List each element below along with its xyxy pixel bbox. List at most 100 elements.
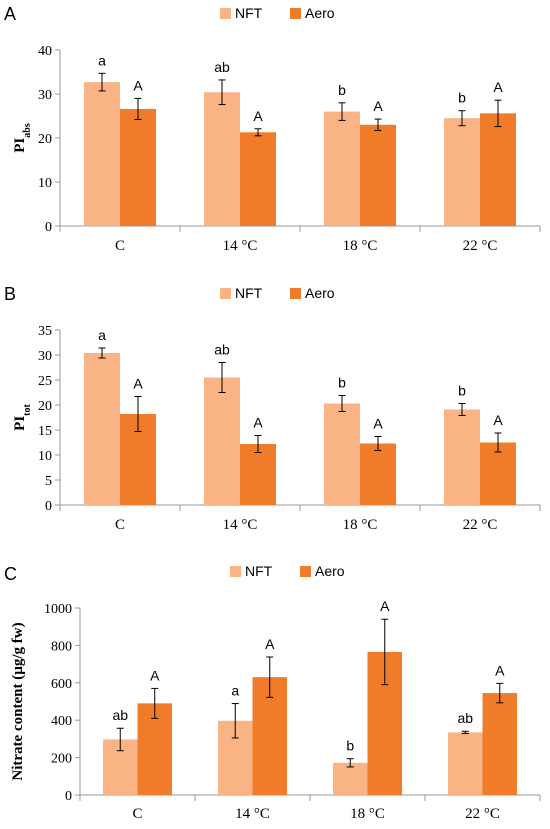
- y-tick-label: 0: [45, 220, 52, 235]
- y-axis-title-main: PI: [12, 416, 28, 431]
- x-category-label: 14 °C: [223, 517, 258, 533]
- y-tick-label: 35: [38, 324, 52, 339]
- error-bar: [266, 656, 274, 698]
- legend-label-aero: Aero: [305, 5, 335, 21]
- error-bar: [494, 432, 502, 453]
- bar-nft: [448, 732, 483, 795]
- y-tick-label: 600: [51, 677, 72, 692]
- bar-nft: [84, 353, 120, 505]
- y-tick-label: 800: [51, 639, 72, 654]
- bar-aero: [482, 693, 517, 795]
- legend-swatch-nft: [230, 566, 241, 577]
- bar-nft: [84, 82, 120, 227]
- significance-label: A: [495, 662, 505, 678]
- significance-label: a: [231, 683, 239, 699]
- y-tick-label: 30: [38, 88, 52, 103]
- legend-swatch-aero: [290, 288, 301, 299]
- legend: NFT Aero: [220, 5, 335, 21]
- panel-letter-a: A: [4, 4, 17, 24]
- significance-label: A: [133, 376, 143, 392]
- bar-aero: [480, 442, 516, 505]
- x-category-label: 18 °C: [343, 238, 378, 254]
- error-bar: [151, 687, 159, 719]
- error-bar: [218, 79, 226, 106]
- bar-aero: [360, 124, 396, 226]
- legend: NFT Aero: [220, 285, 335, 301]
- chart-panel-a: A NFT Aero 0 10 20 30 40 C 14 °C 18 °C 22 °C a ab b b A…: [0, 0, 550, 272]
- panel-letter-b: B: [4, 284, 17, 304]
- bar-aero: [240, 444, 276, 505]
- error-bar: [346, 758, 354, 768]
- legend-label-nft: NFT: [235, 5, 263, 21]
- error-bar: [218, 362, 226, 393]
- error-bar: [116, 727, 124, 752]
- error-bar: [381, 618, 389, 686]
- y-axis-title: PItot: [12, 404, 33, 431]
- y-tick-label: 20: [38, 132, 52, 147]
- y-tick-label: 0: [45, 499, 52, 514]
- y-tick-label: 30: [38, 349, 52, 364]
- error-bar: [134, 396, 142, 432]
- x-category-label: C: [115, 238, 125, 254]
- legend-label-nft: NFT: [245, 563, 273, 579]
- x-category-label: 14 °C: [223, 238, 258, 254]
- chart-panel-c: C NFT Aero 0 200 400 600 800 1000 C 14 °C 18 °C 22 …: [0, 560, 550, 829]
- error-bar: [338, 102, 346, 121]
- y-axis-title: PIabs: [12, 123, 33, 153]
- significance-label: A: [253, 108, 263, 124]
- y-tick-label: 15: [38, 424, 52, 439]
- significance-label: b: [338, 82, 346, 98]
- significance-label: A: [150, 667, 160, 683]
- x-category-label: 18 °C: [343, 517, 378, 533]
- significance-label: A: [493, 412, 503, 428]
- error-bar: [254, 128, 262, 137]
- bar-nft: [204, 92, 240, 227]
- legend-swatch-nft: [220, 8, 231, 19]
- bar-aero: [240, 132, 276, 226]
- significance-label: b: [338, 375, 346, 391]
- legend-swatch-aero: [300, 566, 311, 577]
- y-tick-label: 10: [38, 176, 52, 191]
- significance-label: b: [458, 383, 466, 399]
- panel-letter-c: C: [4, 564, 17, 584]
- x-category-label: 22 °C: [463, 517, 498, 533]
- significance-label: ab: [214, 342, 230, 358]
- significance-label: A: [380, 598, 390, 614]
- x-category-label: 18 °C: [350, 806, 385, 822]
- y-axis-title-main: Nitrate content (µg/g fw): [10, 622, 26, 780]
- y-tick-label: 25: [38, 374, 52, 389]
- significance-label: A: [373, 98, 383, 114]
- legend-swatch-aero: [290, 8, 301, 19]
- y-tick-label: 1000: [44, 602, 72, 617]
- significance-label: A: [253, 415, 263, 431]
- x-category-label: 14 °C: [235, 806, 270, 822]
- significance-label: b: [458, 90, 466, 106]
- y-tick-label: 200: [51, 752, 72, 767]
- error-bar: [461, 730, 469, 734]
- error-bar: [494, 99, 502, 128]
- significance-label: b: [346, 738, 354, 754]
- bar-nft: [324, 403, 360, 505]
- legend-label-aero: Aero: [305, 285, 335, 301]
- bar-aero: [120, 108, 156, 226]
- bar-nft: [444, 409, 480, 505]
- bar-aero: [480, 113, 516, 226]
- significance-label: ab: [214, 59, 230, 75]
- y-axis-title-subscript: tot: [22, 404, 33, 416]
- bar-nft: [333, 762, 368, 795]
- y-tick-label: 0: [65, 789, 72, 804]
- y-tick-label: 40: [38, 44, 52, 59]
- x-category-label: C: [132, 806, 142, 822]
- bar-aero: [360, 443, 396, 505]
- error-bar: [458, 110, 466, 127]
- y-tick-label: 5: [45, 474, 52, 489]
- legend-label-aero: Aero: [315, 563, 345, 579]
- y-tick-label: 400: [51, 714, 72, 729]
- error-bar: [374, 436, 382, 451]
- significance-label: ab: [457, 710, 473, 726]
- significance-label: ab: [112, 707, 128, 723]
- error-bar: [338, 395, 346, 412]
- legend-swatch-nft: [220, 288, 231, 299]
- chart-c-svg: NFT Aero 0 200 400 600 800 1000 C 14 °C 18 °C 22 °C…: [10, 563, 541, 822]
- bar-nft: [204, 377, 240, 505]
